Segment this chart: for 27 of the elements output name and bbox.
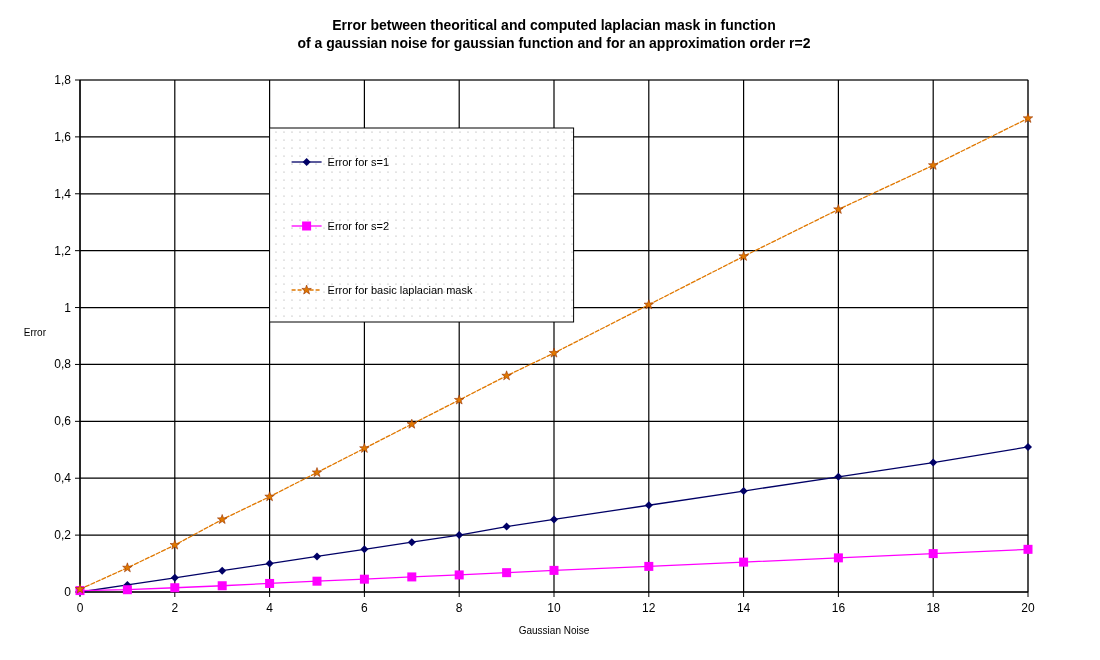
y-tick-label: 0,8 bbox=[54, 357, 72, 372]
x-tick-label: 14 bbox=[736, 601, 751, 615]
y-tick-label: 1,6 bbox=[54, 129, 72, 144]
x-tick-label: 4 bbox=[266, 601, 274, 615]
x-axis-title: Gaussian Noise bbox=[518, 625, 590, 636]
x-tick-label: 8 bbox=[455, 601, 463, 615]
x-tick-label: 16 bbox=[831, 601, 846, 615]
x-tick-label: 0 bbox=[76, 601, 84, 615]
y-tick-label: 1 bbox=[64, 300, 72, 315]
legend-label: Error for basic laplacian mask bbox=[327, 284, 473, 296]
x-tick-label: 20 bbox=[1021, 601, 1035, 615]
x-tick-label: 12 bbox=[642, 601, 656, 615]
x-tick-label: 6 bbox=[361, 601, 369, 615]
x-tick-label: 18 bbox=[926, 601, 941, 615]
y-axis-title: Error bbox=[23, 327, 47, 338]
y-tick-label: 0,4 bbox=[54, 471, 72, 486]
y-tick-label: 1,4 bbox=[54, 186, 72, 201]
legend-label: Error for s=2 bbox=[327, 220, 390, 232]
x-tick-label: 2 bbox=[171, 601, 179, 615]
y-tick-label: 1,2 bbox=[54, 243, 72, 258]
y-tick-label: 0,2 bbox=[54, 528, 72, 543]
chart-title: Error between theoritical and computed laplacian mask in function of a gaussian noise for gaussian function and for an approximation order r=2 bbox=[297, 17, 811, 51]
legend-label: Error for s=1 bbox=[327, 156, 390, 168]
x-tick-label: 10 bbox=[547, 601, 561, 615]
y-tick-label: 0 bbox=[64, 585, 72, 599]
y-tick-label: 1,8 bbox=[54, 73, 72, 87]
y-tick-label: 0,6 bbox=[54, 414, 72, 429]
